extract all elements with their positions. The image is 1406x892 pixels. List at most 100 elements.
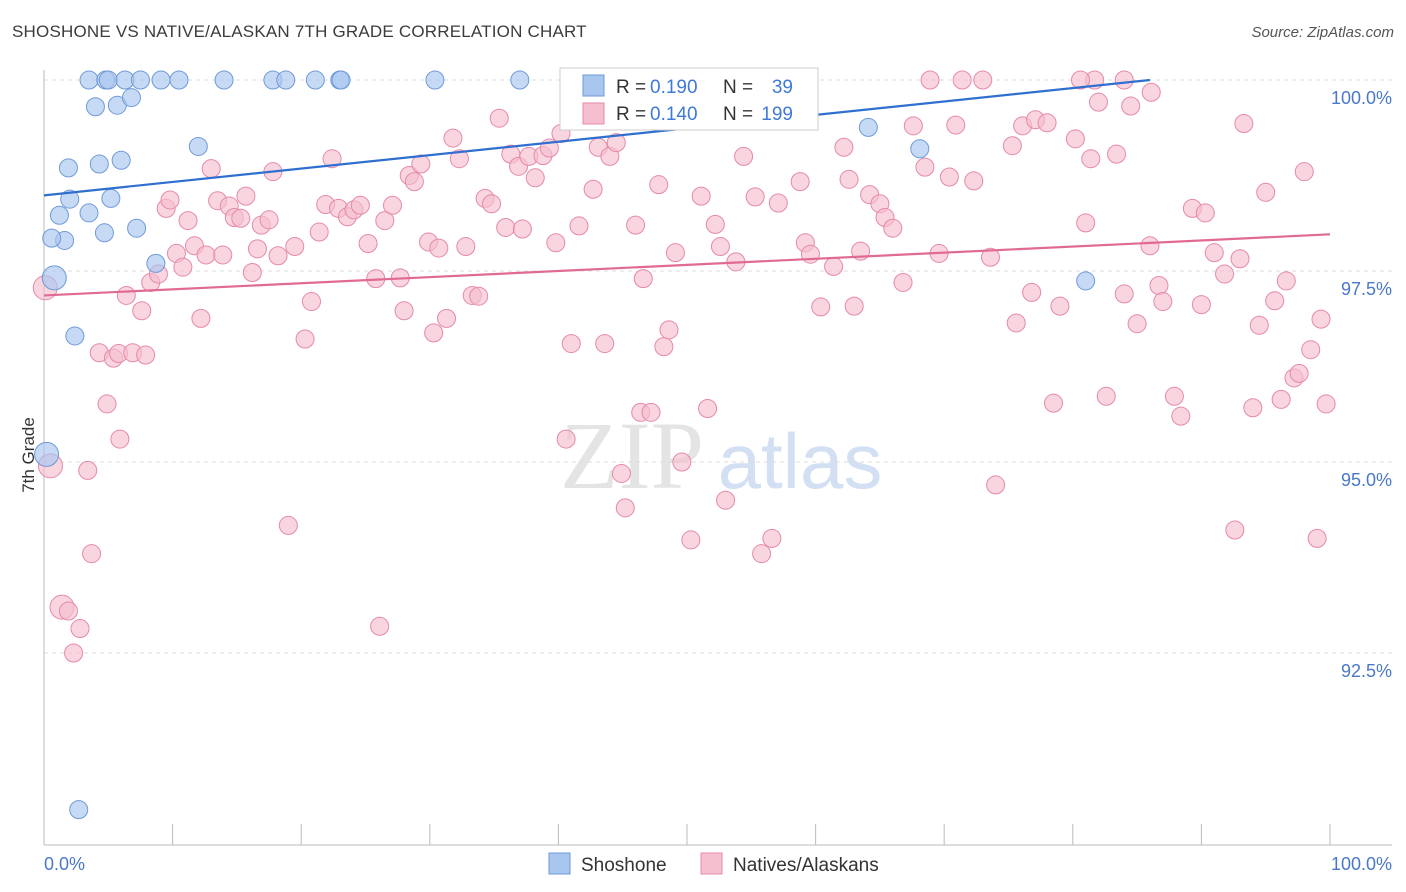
native-n-label: N = bbox=[723, 104, 753, 125]
native-point-42 bbox=[295, 329, 315, 349]
native-point-152 bbox=[1081, 149, 1101, 169]
shoshone-point-32 bbox=[41, 265, 67, 291]
y-tick-label-3: 92.5% bbox=[1341, 661, 1392, 681]
native-point-149 bbox=[1050, 296, 1070, 316]
native-point-124 bbox=[844, 296, 864, 316]
native-point-148 bbox=[1044, 393, 1064, 413]
native-r-value: 0.140 bbox=[650, 104, 698, 125]
native-point-161 bbox=[1149, 276, 1169, 296]
native-point-157 bbox=[1114, 284, 1134, 304]
y-tick-label-0: 100.0% bbox=[1331, 88, 1392, 108]
shoshone-point-33 bbox=[65, 326, 85, 346]
native-point-172 bbox=[1234, 114, 1254, 134]
native-point-135 bbox=[939, 167, 959, 187]
native-point-131 bbox=[903, 116, 923, 136]
native-point-139 bbox=[973, 70, 993, 90]
native-point-73 bbox=[496, 217, 516, 237]
native-point-97 bbox=[641, 402, 661, 422]
shoshone-point-34 bbox=[34, 441, 60, 467]
native-point-180 bbox=[1289, 363, 1309, 383]
native-point-158 bbox=[1121, 96, 1141, 116]
shoshone-point-30 bbox=[127, 218, 147, 238]
native-point-186 bbox=[1071, 70, 1091, 90]
grid-lines bbox=[44, 79, 1392, 654]
native-point-4 bbox=[64, 643, 84, 663]
native-point-114 bbox=[768, 193, 788, 213]
shoshone-point-38 bbox=[1076, 271, 1096, 291]
chart-title: SHOSHONE VS NATIVE/ALASKAN 7TH GRADE COR… bbox=[12, 22, 587, 41]
native-point-76 bbox=[512, 219, 532, 239]
native-point-15 bbox=[132, 301, 152, 321]
native-point-71 bbox=[482, 194, 502, 214]
native-point-83 bbox=[556, 429, 576, 449]
native-point-13 bbox=[116, 285, 136, 305]
native-point-44 bbox=[309, 222, 329, 242]
native-point-53 bbox=[370, 616, 390, 636]
legend-native-label: Natives/Alaskans bbox=[733, 855, 879, 876]
native-point-120 bbox=[811, 297, 831, 317]
native-point-174 bbox=[1249, 315, 1269, 335]
shoshone-point-13 bbox=[425, 70, 445, 90]
native-point-37 bbox=[259, 210, 279, 230]
shoshone-point-36 bbox=[858, 117, 878, 137]
native-point-171 bbox=[1230, 249, 1250, 269]
native-point-156 bbox=[1107, 144, 1127, 164]
native-point-62 bbox=[424, 323, 444, 343]
native-point-92 bbox=[611, 463, 631, 483]
native-point-9 bbox=[97, 394, 117, 414]
native-point-96 bbox=[633, 269, 653, 289]
shoshone-point-35 bbox=[69, 800, 89, 820]
native-point-65 bbox=[443, 128, 463, 148]
shoshone-point-10 bbox=[305, 70, 325, 90]
shoshone-point-7 bbox=[214, 70, 234, 90]
native-point-26 bbox=[196, 245, 216, 265]
native-point-151 bbox=[1076, 213, 1096, 233]
native-point-46 bbox=[322, 149, 342, 169]
source-label: Source: ZipAtlas.com bbox=[1251, 24, 1394, 41]
native-point-29 bbox=[213, 245, 233, 265]
shoshone-trend-line bbox=[43, 78, 1151, 197]
native-point-64 bbox=[437, 308, 457, 328]
shoshone-point-31 bbox=[146, 253, 166, 273]
native-point-81 bbox=[546, 233, 566, 253]
native-point-89 bbox=[595, 334, 615, 354]
native-point-176 bbox=[1265, 291, 1285, 311]
shoshone-point-0 bbox=[79, 70, 99, 90]
native-point-33 bbox=[236, 186, 256, 206]
x-tick-label-min: 0.0% bbox=[44, 854, 85, 874]
native-point-51 bbox=[358, 233, 378, 253]
native-point-129 bbox=[883, 218, 903, 238]
native-point-63 bbox=[429, 238, 449, 258]
shoshone-point-28 bbox=[42, 228, 62, 248]
native-point-12 bbox=[110, 429, 130, 449]
native-point-35 bbox=[247, 239, 267, 259]
shoshone-r-label: R = bbox=[616, 77, 646, 98]
native-swatch bbox=[582, 102, 605, 125]
native-point-93 bbox=[615, 498, 635, 518]
native-trend-line bbox=[43, 233, 1331, 297]
native-point-170 bbox=[1225, 520, 1245, 540]
native-point-104 bbox=[691, 186, 711, 206]
native-point-72 bbox=[489, 108, 509, 128]
legend-shoshone-swatch bbox=[548, 852, 571, 875]
y-axis-label: 7th Grade bbox=[19, 417, 38, 493]
natives-alaskans-points bbox=[32, 70, 1336, 663]
stats-legend: R = 0.190 N = 39 R = 0.140 N = 199 bbox=[559, 67, 819, 131]
shoshone-point-29 bbox=[94, 223, 114, 243]
native-point-3 bbox=[58, 601, 78, 621]
y-tick-labels: 100.0% 97.5% 95.0% 92.5% bbox=[1331, 88, 1392, 681]
native-point-166 bbox=[1191, 295, 1211, 315]
series-legend: Shoshone Natives/Alaskans bbox=[548, 852, 879, 876]
native-point-16 bbox=[136, 345, 156, 365]
native-point-111 bbox=[745, 187, 765, 207]
native-point-110 bbox=[734, 146, 754, 166]
native-point-159 bbox=[1127, 314, 1147, 334]
native-point-173 bbox=[1243, 398, 1263, 418]
native-point-177 bbox=[1271, 389, 1291, 409]
native-point-84 bbox=[561, 334, 581, 354]
native-point-168 bbox=[1204, 243, 1224, 263]
shoshone-r-value: 0.190 bbox=[650, 77, 698, 98]
native-point-162 bbox=[1153, 292, 1173, 312]
native-point-167 bbox=[1195, 203, 1215, 223]
native-point-188 bbox=[1141, 82, 1161, 102]
